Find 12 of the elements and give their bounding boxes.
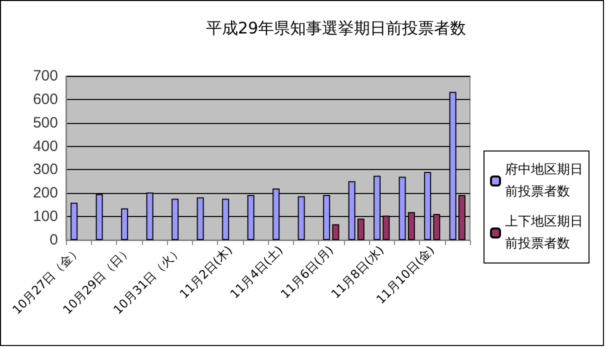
legend-label: 上下地区期日前投票者数 [505, 214, 583, 252]
y-tick-label: 600 [32, 90, 58, 108]
y-tick-label: 100 [32, 208, 58, 226]
y-tick-label: 700 [32, 68, 58, 84]
bar [332, 224, 340, 240]
chart-title: 平成29年県知事選挙期日前投票者数 [206, 18, 466, 38]
y-tick-label: 300 [32, 161, 58, 178]
legend-label: 府中地区期日前投票者数 [505, 162, 583, 200]
y-tick-label: 400 [32, 138, 58, 155]
y-tick-label: 200 [32, 184, 58, 202]
y-tick-label: 0 [50, 232, 58, 248]
y-tick-label: 500 [32, 114, 58, 132]
